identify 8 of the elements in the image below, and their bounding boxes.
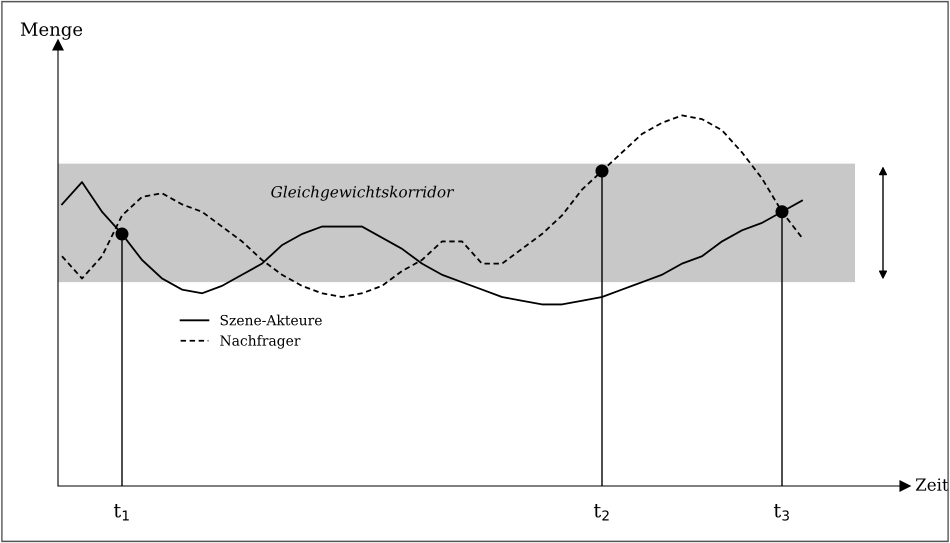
x-tick-label: t$_{1}$ bbox=[114, 504, 129, 520]
text: Zeit bbox=[916, 478, 949, 491]
y-axis-title: Menge bbox=[20, 22, 82, 40]
legend-label: Nachfrager bbox=[220, 335, 300, 349]
band-label: Gleichgewichtskorridor bbox=[271, 186, 454, 201]
legend-label: Szene-Akteure bbox=[220, 314, 322, 326]
x-tick-label: t$_{2}$ bbox=[594, 504, 609, 520]
x-tick-label: t$_{3}$ bbox=[774, 504, 789, 521]
